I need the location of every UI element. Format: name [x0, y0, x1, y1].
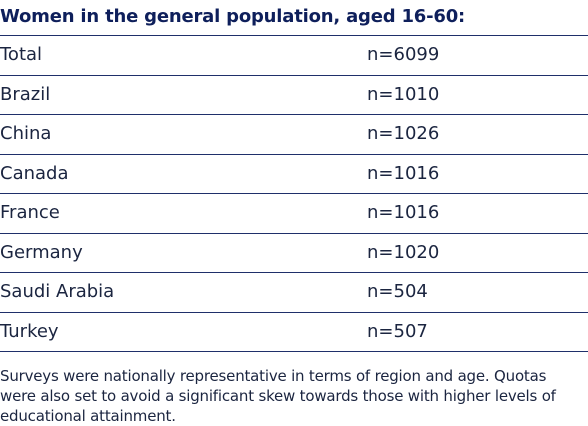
- table-row: Saudi Arabia n=504: [0, 273, 588, 313]
- sample-size-cell: n=1020: [367, 241, 440, 263]
- sample-size-cell: n=504: [367, 281, 428, 302]
- sample-size-cell: n=507: [367, 320, 428, 342]
- sample-size-cell: n=1016: [367, 162, 440, 184]
- table-row: Germany n=1020: [0, 234, 588, 273]
- table-row: China n=1026: [0, 115, 588, 155]
- sample-size-cell: n=1026: [367, 123, 440, 144]
- table-row: Canada n=1016: [0, 155, 588, 194]
- table-title: Women in the general population, aged 16…: [0, 6, 466, 27]
- country-cell: Brazil: [0, 83, 51, 105]
- footnote: Surveys were nationally representative i…: [0, 367, 556, 425]
- table-row: Turkey n=507: [0, 313, 588, 352]
- table-row: Total n=6099: [0, 36, 588, 76]
- sample-size-cell: n=1010: [367, 83, 440, 105]
- country-cell: Saudi Arabia: [0, 281, 115, 302]
- sample-table: Total n=6099 Brazil n=1010 China n=1026 Canada…: [0, 35, 588, 352]
- sample-size-cell: n=6099: [367, 44, 440, 65]
- table-row: Brazil n=1010: [0, 76, 588, 115]
- sample-size-cell: n=1016: [367, 202, 440, 223]
- country-cell: Germany: [0, 241, 83, 263]
- country-cell: Canada: [0, 162, 69, 184]
- country-cell: Turkey: [0, 320, 59, 342]
- country-cell: France: [0, 202, 60, 223]
- country-cell: Total: [0, 44, 43, 65]
- table-row: France n=1016: [0, 194, 588, 234]
- country-cell: China: [0, 123, 52, 144]
